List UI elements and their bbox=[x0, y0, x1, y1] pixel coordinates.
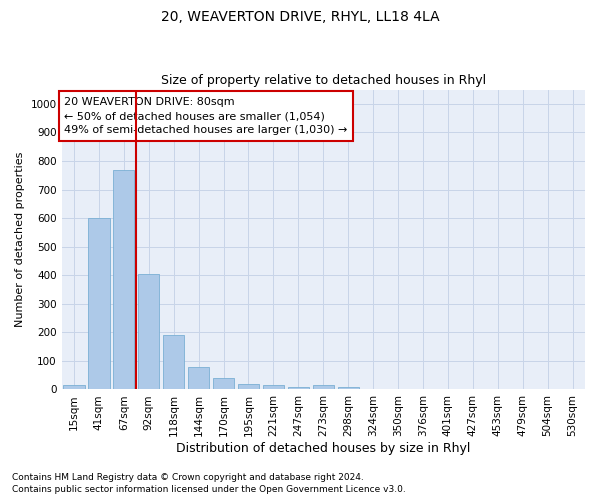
X-axis label: Distribution of detached houses by size in Rhyl: Distribution of detached houses by size … bbox=[176, 442, 470, 455]
Text: Contains HM Land Registry data © Crown copyright and database right 2024.
Contai: Contains HM Land Registry data © Crown c… bbox=[12, 473, 406, 494]
Y-axis label: Number of detached properties: Number of detached properties bbox=[15, 152, 25, 327]
Bar bbox=[163, 335, 184, 390]
Bar bbox=[338, 387, 359, 390]
Bar bbox=[288, 386, 309, 390]
Bar bbox=[313, 385, 334, 390]
Title: Size of property relative to detached houses in Rhyl: Size of property relative to detached ho… bbox=[161, 74, 486, 87]
Bar bbox=[88, 218, 110, 390]
Bar bbox=[238, 384, 259, 390]
Bar bbox=[213, 378, 234, 390]
Bar bbox=[188, 367, 209, 390]
Bar bbox=[64, 385, 85, 390]
Bar bbox=[263, 384, 284, 390]
Bar bbox=[138, 274, 160, 390]
Bar bbox=[113, 170, 134, 390]
Text: 20, WEAVERTON DRIVE, RHYL, LL18 4LA: 20, WEAVERTON DRIVE, RHYL, LL18 4LA bbox=[161, 10, 439, 24]
Text: 20 WEAVERTON DRIVE: 80sqm
← 50% of detached houses are smaller (1,054)
49% of se: 20 WEAVERTON DRIVE: 80sqm ← 50% of detac… bbox=[64, 97, 347, 135]
